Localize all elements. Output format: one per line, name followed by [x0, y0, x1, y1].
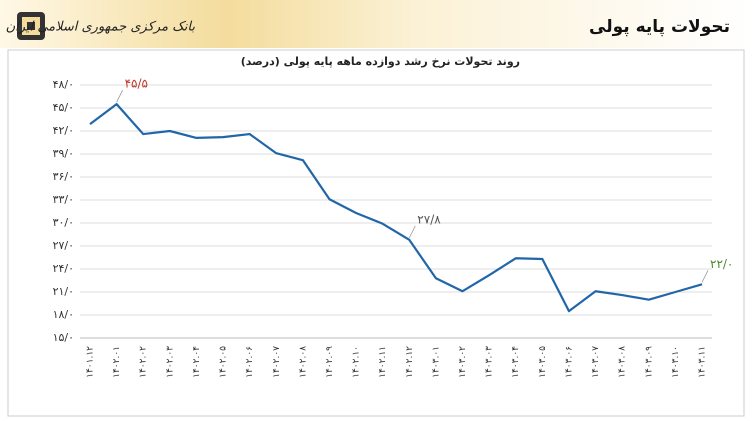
x-tick-label: ۱۴۰۳.۰۵	[538, 346, 548, 378]
x-tick-label: ۱۴۰۳.۰۲	[458, 346, 468, 378]
y-tick-label: ۲۱/۰	[53, 285, 74, 298]
label-leader	[116, 89, 123, 103]
x-tick-label: ۱۴۰۲.۱۱	[378, 346, 388, 378]
y-tick-label: ۴۸/۰	[53, 78, 74, 91]
x-tick-label: ۱۴۰۲.۰۷	[272, 346, 282, 378]
x-tick-label: ۱۴۰۲.۰۹	[325, 346, 335, 378]
x-tick-label: ۱۴۰۳.۰۳	[485, 346, 495, 378]
x-tick-label: ۱۴۰۲.۰۸	[298, 346, 308, 378]
chart-frame	[7, 49, 745, 417]
x-tick-label: ۱۴۰۲.۰۴	[192, 346, 202, 378]
x-tick-label: ۱۴۰۳.۰۸	[618, 346, 628, 378]
value-label: ۴۵/۵	[125, 77, 148, 91]
y-tick-label: ۳۳/۰	[53, 193, 74, 206]
x-tick-label: ۱۴۰۲.۰۶	[245, 346, 255, 378]
chart-title: تحولات پایه پولی	[589, 17, 730, 37]
x-tick-label: ۱۴۰۲.۱۰	[352, 346, 362, 378]
x-tick-label: ۱۴۰۳.۰۹	[644, 346, 654, 378]
label-leader	[701, 270, 709, 283]
x-tick-label: ۱۴۰۲.۰۵	[219, 346, 229, 378]
y-tick-label: ۳۹/۰	[53, 147, 74, 160]
chart-subtitle: روند تحولات نرخ رشد دوازده ماهه پایه پول…	[241, 55, 520, 68]
value-label: ۲۷/۸	[417, 212, 441, 226]
x-tick-label: ۱۴۰۱.۱۲	[86, 346, 96, 378]
x-tick-label: ۱۴۰۳.۰۴	[511, 346, 521, 378]
y-tick-label: ۳۶/۰	[53, 170, 74, 183]
y-tick-label: ۱۸/۰	[53, 308, 74, 321]
bank-name: بانک مرکزی جمهوری اسلامی ایران	[6, 20, 196, 35]
y-tick-label: ۱۵/۰	[53, 331, 74, 344]
data-line	[89, 103, 703, 313]
x-tick-label: ۱۴۰۲.۰۱	[112, 346, 122, 378]
x-tick-label: ۱۴۰۳.۰۶	[564, 346, 574, 378]
x-tick-label: ۱۴۰۲.۱۲	[405, 346, 415, 378]
x-tick-label: ۱۴۰۳.۱۱	[698, 346, 708, 378]
y-tick-label: ۲۴/۰	[53, 262, 74, 275]
x-tick-label: ۱۴۰۳.۱۰	[671, 346, 681, 378]
logo	[17, 12, 45, 40]
x-tick-label: ۱۴۰۲.۰۳	[165, 346, 175, 378]
x-tick-label: ۱۴۰۲.۰۲	[139, 346, 149, 378]
y-tick-label: ۴۲/۰	[53, 124, 74, 137]
y-tick-label: ۴۵/۰	[53, 101, 74, 114]
y-tick-label: ۲۷/۰	[53, 239, 74, 252]
y-tick-label: ۳۰/۰	[53, 216, 74, 229]
label-leader	[408, 225, 416, 239]
x-tick-label: ۱۴۰۳.۰۱	[431, 346, 441, 378]
value-label: ۲۲/۰	[710, 257, 733, 271]
header-band	[0, 0, 752, 48]
x-tick-label: ۱۴۰۳.۰۷	[591, 346, 601, 378]
